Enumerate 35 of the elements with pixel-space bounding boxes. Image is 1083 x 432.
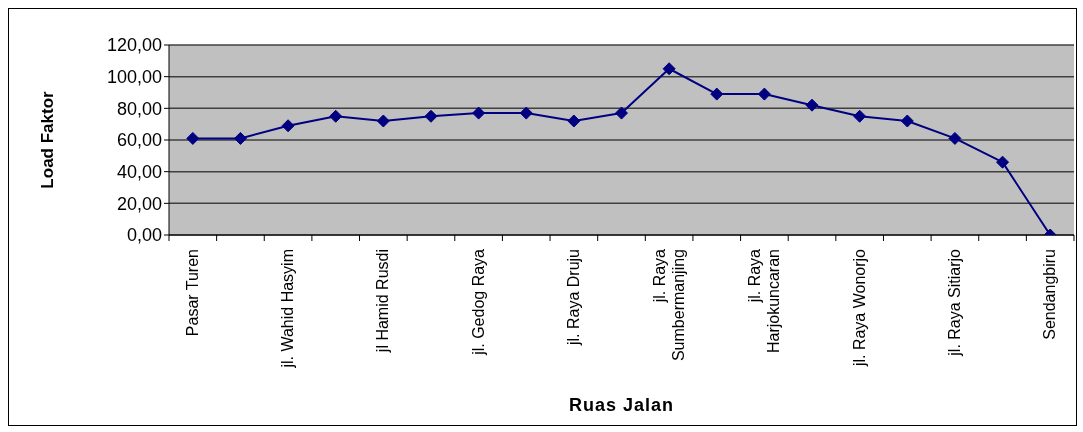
point — [233, 131, 247, 145]
y-tick-label: 20,00 — [116, 193, 162, 214]
y-tick-label: 0,00 — [126, 225, 162, 246]
x-tick-label: jl. Raya Wonorjo — [850, 248, 868, 368]
x-tick-label: Sendangbiru — [1041, 249, 1059, 340]
x-tick-label: jl. Raya Sitiarjo — [945, 248, 963, 357]
y-tick-label: 100,00 — [106, 67, 162, 88]
point — [948, 131, 962, 145]
x-axis-title: Ruas Jalan — [568, 395, 675, 415]
y-tick-label: 60,00 — [116, 130, 162, 151]
x-tick-label: jl. Gedog Raya — [469, 248, 487, 356]
point — [615, 106, 628, 120]
point — [424, 109, 438, 123]
point — [472, 106, 486, 120]
x-tick-label: jl. Raya Druju — [564, 249, 582, 347]
point — [805, 98, 819, 112]
x-tick-label: jl Hamid Rusdi — [374, 249, 392, 354]
y-tick-label: 40,00 — [116, 162, 162, 183]
x-tick-label: Pasar Turen — [183, 249, 201, 337]
point — [567, 114, 581, 128]
point — [853, 109, 867, 123]
point — [519, 106, 533, 120]
point — [376, 114, 390, 128]
point — [757, 87, 771, 101]
y-tick-label: 120,00 — [106, 35, 162, 56]
point — [900, 114, 914, 128]
point — [329, 109, 343, 123]
x-tick-label: jl. Wahid Hasyim — [279, 249, 297, 369]
point — [662, 62, 676, 76]
point — [710, 87, 724, 101]
point — [996, 155, 1010, 169]
y-tick-label: 80,00 — [116, 98, 162, 119]
y-axis-title: Load Faktor — [38, 90, 58, 189]
point — [281, 119, 295, 133]
point — [186, 131, 200, 145]
